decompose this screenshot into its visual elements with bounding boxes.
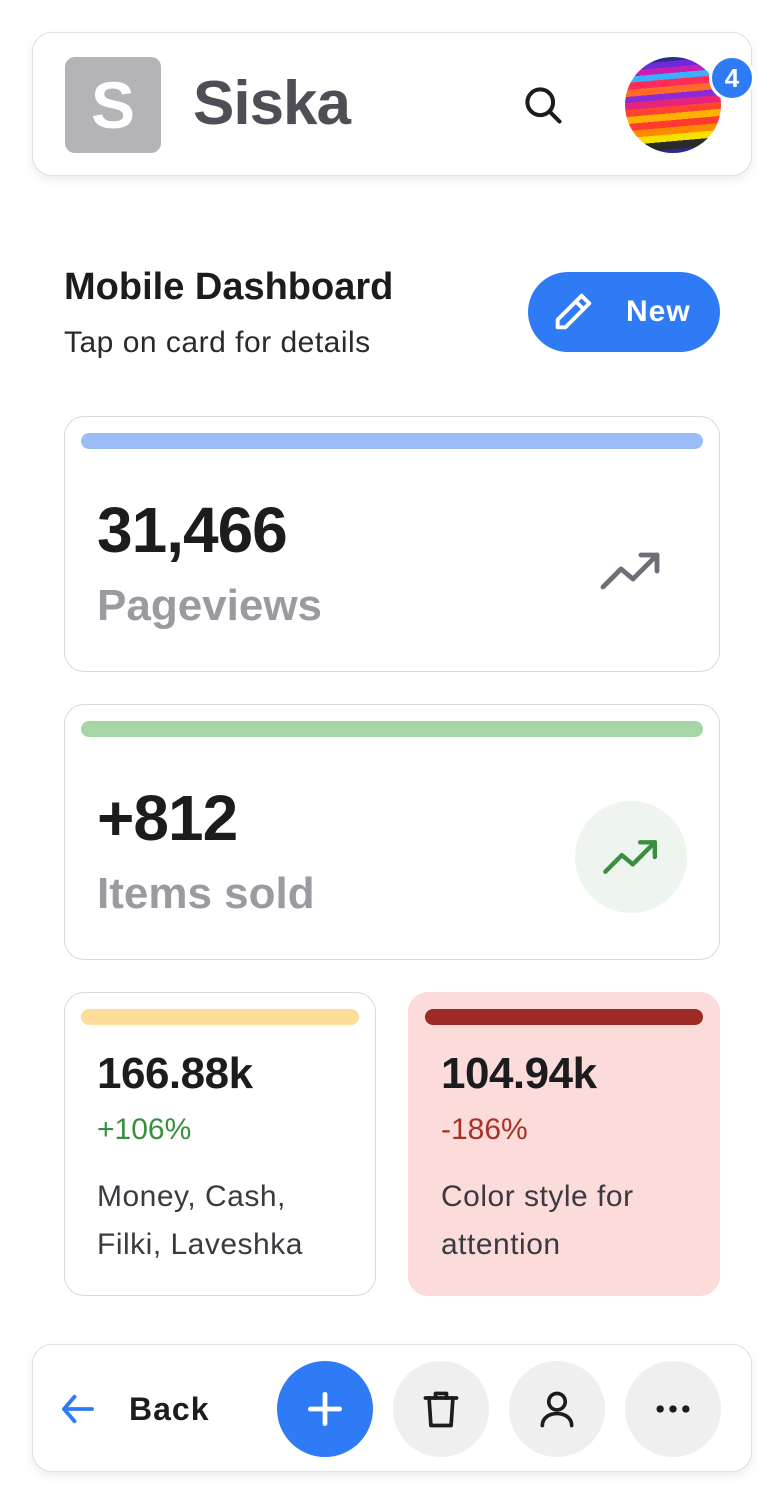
more-horizontal-icon xyxy=(656,1405,690,1413)
back-button[interactable]: Back xyxy=(57,1369,257,1449)
card-value: 104.94k xyxy=(441,1049,597,1098)
delete-button[interactable] xyxy=(393,1361,489,1457)
app-brand-name: Siska xyxy=(193,69,351,138)
plus-icon xyxy=(307,1391,343,1427)
trend-icon-container xyxy=(575,801,687,913)
more-options-button[interactable] xyxy=(625,1361,721,1457)
trend-up-icon xyxy=(600,552,660,590)
card-color-bar xyxy=(81,433,703,449)
card-delta: +106% xyxy=(97,1113,192,1146)
card-delta: -186% xyxy=(441,1113,528,1146)
card-label: Items sold xyxy=(97,869,315,918)
card-description: Color style for attention xyxy=(441,1180,634,1261)
items-sold-card[interactable]: +812 Items sold xyxy=(64,704,720,960)
trend-up-icon xyxy=(603,840,658,874)
card-color-bar xyxy=(81,721,703,737)
new-button-label: New xyxy=(626,295,691,328)
app-logo: S xyxy=(65,57,161,153)
card-value: 166.88k xyxy=(97,1049,253,1098)
bottom-action-bar: Back xyxy=(32,1344,752,1472)
user-icon xyxy=(540,1391,574,1428)
card-color-bar xyxy=(81,1009,359,1025)
arrow-left-icon xyxy=(62,1394,94,1424)
card-description: Money, Cash, Filki, Laveshka xyxy=(97,1180,303,1261)
pencil-icon xyxy=(555,293,592,330)
card-label: Pageviews xyxy=(97,581,323,630)
profile-button[interactable] xyxy=(509,1361,605,1457)
attention-card[interactable]: 104.94k -186% Color style for attention xyxy=(408,992,720,1296)
back-button-label: Back xyxy=(129,1390,210,1427)
card-color-bar xyxy=(425,1009,703,1025)
notification-badge: 4 xyxy=(709,55,755,101)
search-icon xyxy=(525,87,562,124)
money-card[interactable]: 166.88k +106% Money, Cash, Filki, Lavesh… xyxy=(64,992,376,1296)
page-subtitle: Tap on card for details xyxy=(64,326,371,359)
card-value: +812 xyxy=(97,782,238,854)
app-header: S Siska 4 xyxy=(32,32,755,176)
pageviews-card[interactable]: 31,466 Pageviews xyxy=(64,416,720,672)
add-button[interactable] xyxy=(277,1361,373,1457)
trash-icon xyxy=(423,1391,459,1428)
new-button[interactable]: New xyxy=(528,272,720,352)
search-button[interactable] xyxy=(519,81,567,129)
page-title: Mobile Dashboard xyxy=(64,266,394,308)
user-avatar[interactable] xyxy=(625,57,721,153)
card-value: 31,466 xyxy=(97,494,288,566)
